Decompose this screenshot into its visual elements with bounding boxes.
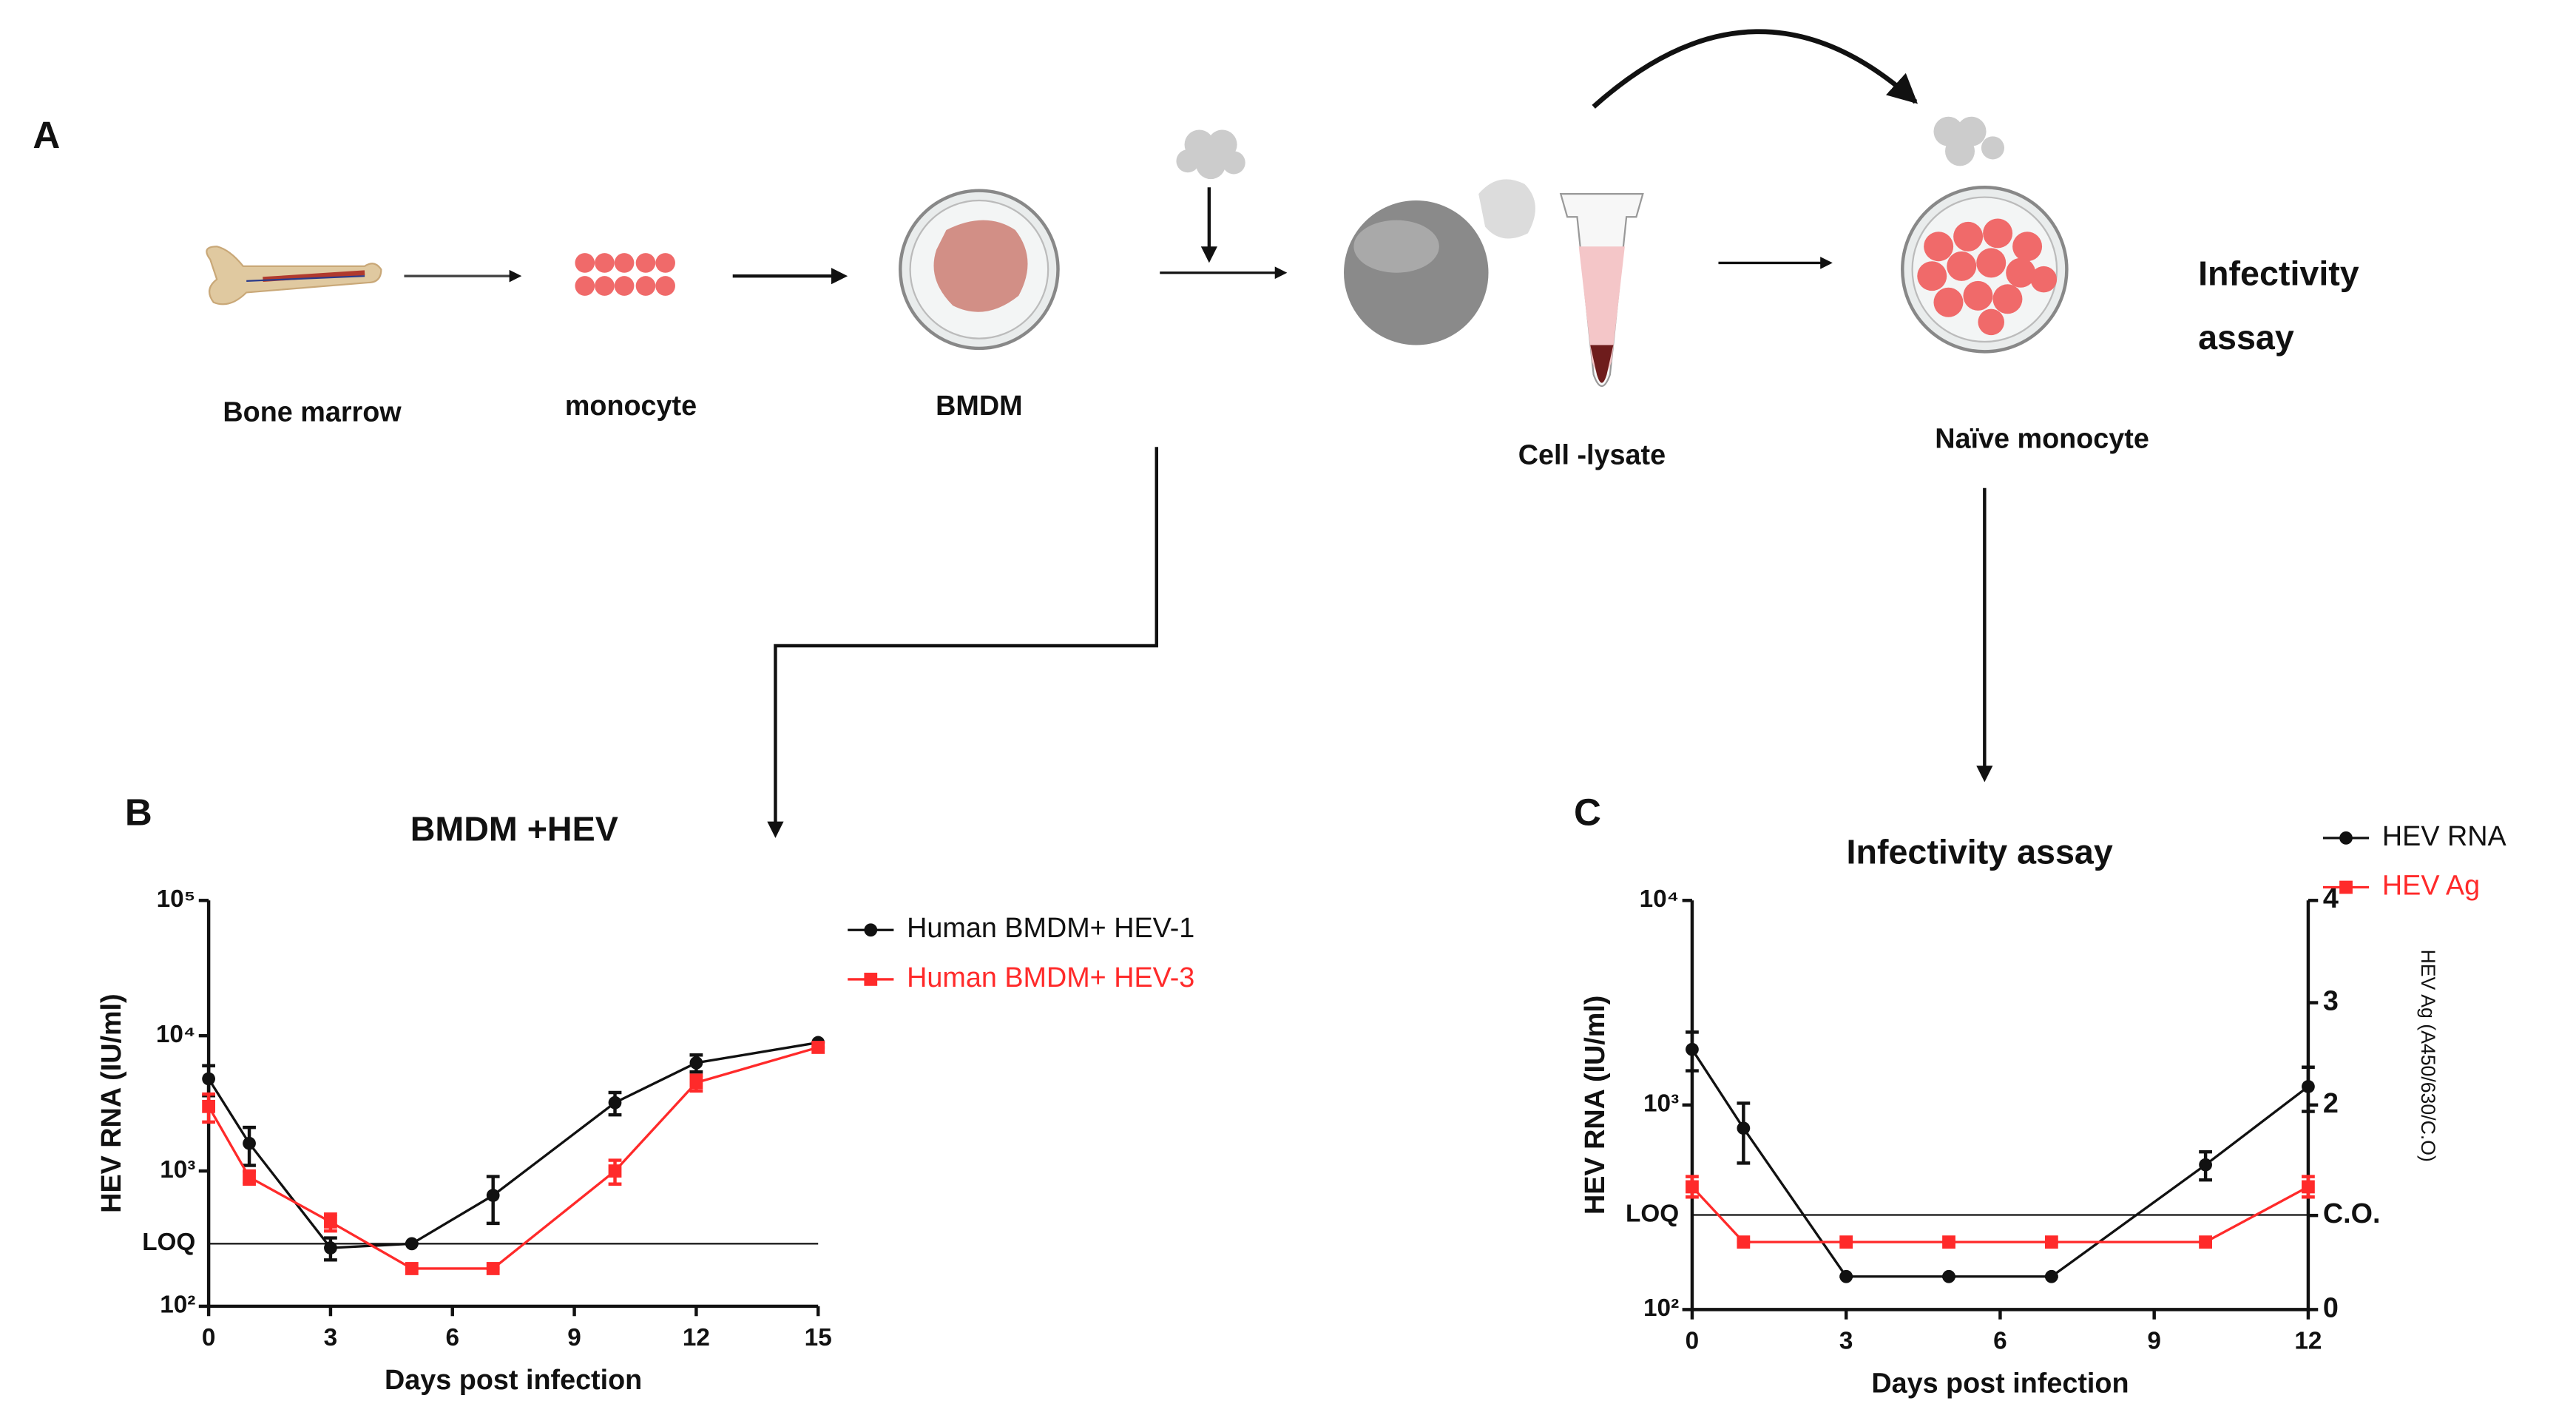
series bbox=[1686, 1030, 2315, 1283]
y2-tick-label: C.O. bbox=[2323, 1198, 2381, 1229]
tube bbox=[1559, 193, 1644, 388]
data-point bbox=[2302, 1080, 2315, 1093]
legend-marker bbox=[2339, 831, 2353, 845]
data-point bbox=[1839, 1269, 1853, 1283]
step-label: BMDM bbox=[936, 391, 1022, 422]
x-tick-label: 15 bbox=[805, 1324, 832, 1351]
data-point bbox=[1686, 1180, 1699, 1194]
y2-tick-label: 3 bbox=[2323, 986, 2339, 1017]
virus-icon bbox=[1933, 116, 2004, 166]
data-point bbox=[202, 1099, 215, 1113]
data-point bbox=[689, 1076, 703, 1090]
reference-label: LOQ bbox=[1626, 1200, 1679, 1227]
naive-dish bbox=[1901, 186, 2069, 354]
data-point bbox=[608, 1095, 622, 1110]
data-point bbox=[811, 1041, 825, 1054]
side-label: assay bbox=[2198, 318, 2294, 357]
data-point bbox=[405, 1237, 419, 1251]
x-tick-label: 12 bbox=[683, 1324, 710, 1351]
y2-tick-label: 0 bbox=[2323, 1292, 2339, 1323]
panel-label: A bbox=[33, 114, 60, 156]
data-point bbox=[2199, 1235, 2212, 1249]
virus-icon bbox=[1176, 129, 1245, 180]
x-tick-label: 0 bbox=[1686, 1328, 1700, 1355]
monocyte-icon bbox=[575, 253, 675, 296]
bmdm-dish bbox=[899, 189, 1060, 351]
x-tick-label: 6 bbox=[445, 1324, 459, 1351]
legend-label: HEV Ag bbox=[2382, 870, 2480, 901]
y2-axis-label: HEV Ag (A450/630/C.O) bbox=[2417, 950, 2439, 1162]
x-tick-label: 0 bbox=[202, 1324, 216, 1351]
x-tick-label: 9 bbox=[2147, 1328, 2161, 1355]
series bbox=[202, 1041, 825, 1275]
series bbox=[1686, 1175, 2315, 1249]
y-tick-label: 10³ bbox=[1643, 1090, 1679, 1118]
y-tick-label: 10² bbox=[160, 1292, 195, 1319]
data-point bbox=[1942, 1269, 1955, 1283]
data-point bbox=[405, 1262, 419, 1275]
legend-marker bbox=[864, 923, 878, 937]
chart-title: Infectivity assay bbox=[1847, 832, 2113, 871]
legend-marker bbox=[2339, 880, 2353, 894]
data-point bbox=[486, 1262, 500, 1275]
x-tick-label: 12 bbox=[2294, 1328, 2322, 1355]
series-line bbox=[207, 1041, 819, 1249]
curved-arrow bbox=[1592, 29, 1919, 109]
x-tick-label: 6 bbox=[1993, 1328, 2007, 1355]
panel-label: B bbox=[125, 791, 152, 833]
data-point bbox=[2044, 1235, 2058, 1249]
chart-title: BMDM +HEV bbox=[410, 809, 618, 848]
side-label: Infectivity bbox=[2198, 254, 2359, 293]
arrow bbox=[1160, 187, 1288, 280]
step-label: Naïve monocyte bbox=[1935, 423, 2149, 454]
data-point bbox=[1737, 1121, 1751, 1135]
bone-icon bbox=[206, 246, 382, 305]
data-point bbox=[1737, 1235, 1751, 1249]
legend-label: Human BMDM+ HEV-3 bbox=[907, 962, 1194, 993]
y-axis-label: HEV RNA (IU/ml) bbox=[96, 993, 127, 1212]
data-point bbox=[324, 1215, 337, 1229]
data-point bbox=[1942, 1235, 1955, 1249]
y2-tick-label: 2 bbox=[2323, 1088, 2339, 1119]
legend-marker bbox=[864, 973, 878, 986]
data-point bbox=[2044, 1269, 2058, 1283]
legend-label: Human BMDM+ HEV-1 bbox=[907, 913, 1194, 944]
y-tick-label: 10³ bbox=[160, 1156, 195, 1184]
data-point bbox=[202, 1072, 215, 1086]
series-line bbox=[207, 1046, 819, 1270]
y-tick-label: 10² bbox=[1643, 1294, 1679, 1322]
reference-label: LOQ bbox=[142, 1229, 195, 1256]
x-axis-label: Days post infection bbox=[1871, 1368, 2129, 1400]
data-point bbox=[2199, 1158, 2212, 1172]
data-point bbox=[324, 1241, 337, 1255]
step-label: monocyte bbox=[565, 391, 697, 422]
y-tick-label: 10⁴ bbox=[1640, 885, 1680, 913]
x-tick-label: 3 bbox=[324, 1324, 338, 1351]
y2-tick-label: 4 bbox=[2323, 883, 2339, 914]
data-point bbox=[689, 1056, 703, 1070]
data-point bbox=[243, 1170, 256, 1184]
data-point bbox=[486, 1189, 500, 1202]
data-point bbox=[608, 1164, 622, 1178]
step-label: Bone marrow bbox=[223, 397, 402, 428]
y-tick-label: 10⁵ bbox=[157, 885, 196, 913]
data-point bbox=[1839, 1235, 1853, 1249]
series bbox=[202, 1036, 825, 1262]
step-label: Cell -lysate bbox=[1518, 439, 1666, 470]
data-point bbox=[1686, 1042, 1699, 1056]
legend-label: HEV RNA bbox=[2382, 821, 2507, 852]
data-point bbox=[243, 1136, 256, 1150]
lysed-cell bbox=[1344, 179, 1535, 345]
y-axis-label: HEV RNA (IU/ml) bbox=[1580, 996, 1611, 1215]
panel-label: C bbox=[1574, 791, 1601, 833]
x-tick-label: 9 bbox=[567, 1324, 581, 1351]
connector bbox=[767, 447, 1993, 838]
data-point bbox=[2302, 1180, 2315, 1194]
x-axis-label: Days post infection bbox=[385, 1365, 642, 1396]
y-tick-label: 10⁴ bbox=[156, 1021, 196, 1048]
x-tick-label: 3 bbox=[1839, 1328, 1853, 1355]
